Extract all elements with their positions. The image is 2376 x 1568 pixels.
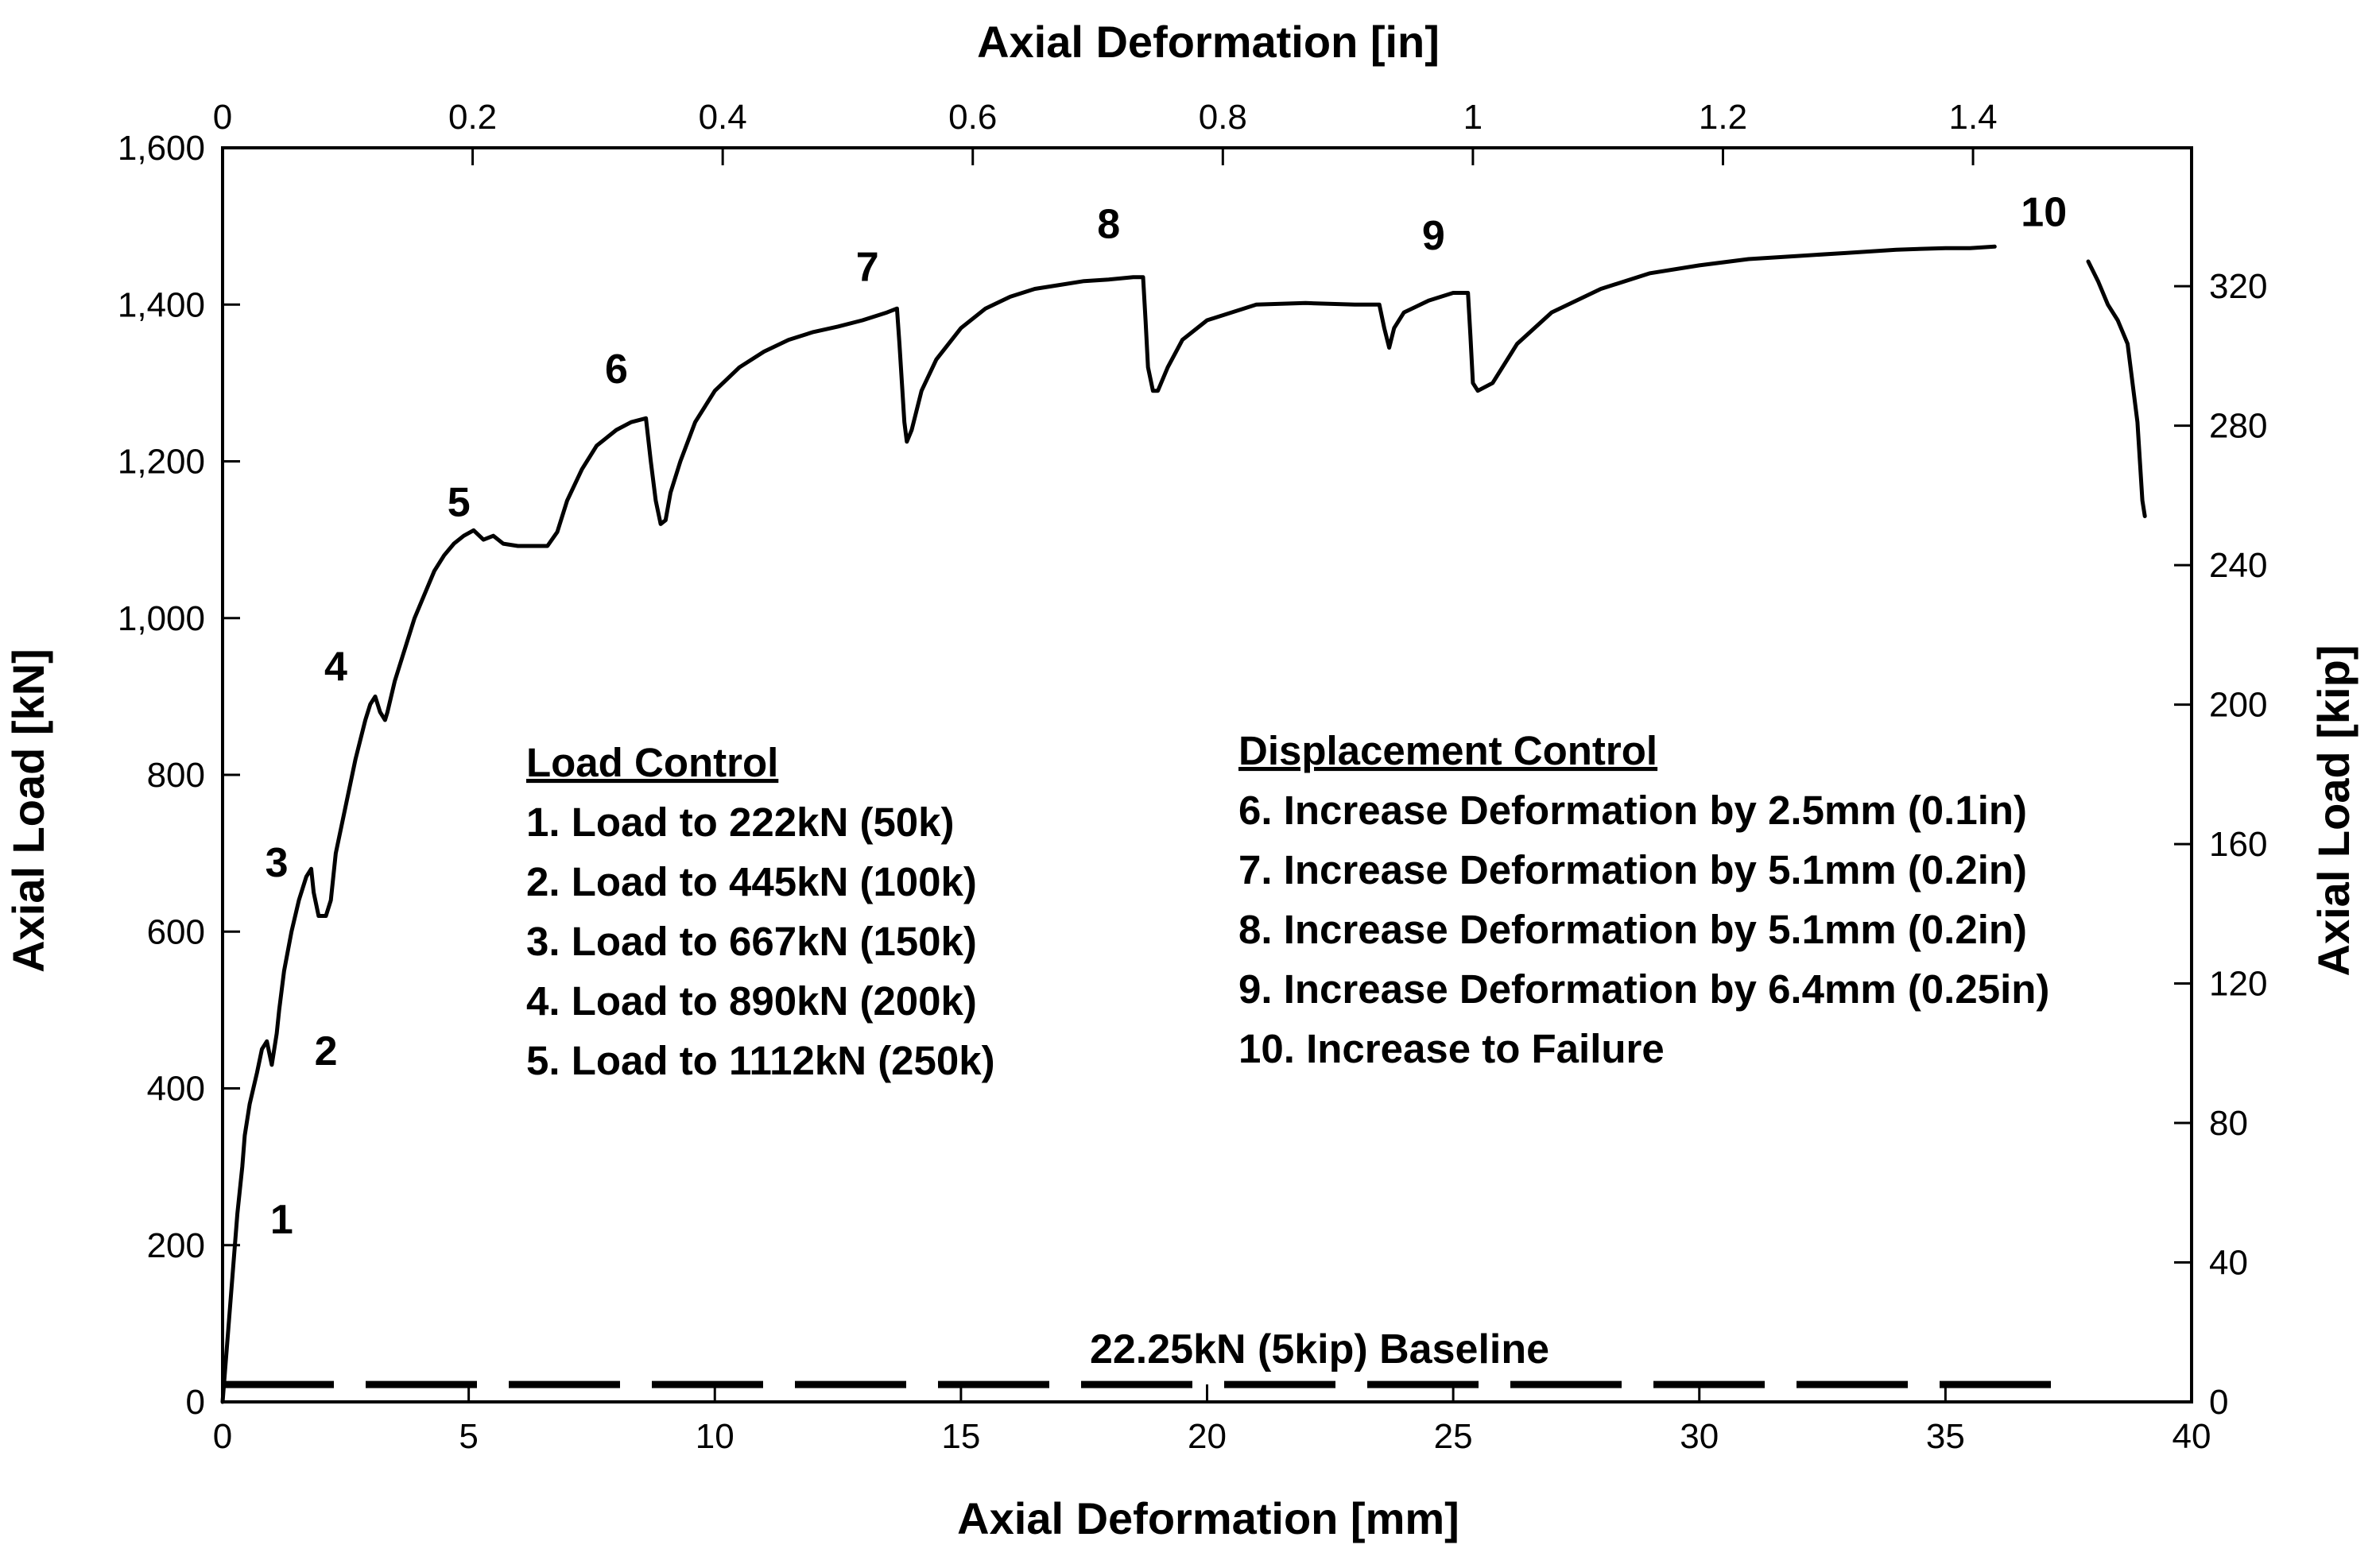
- y2-tick-label: 40: [2209, 1244, 2248, 1283]
- displacement-control-item-10: 10. Increase to Failure: [1238, 1026, 1665, 1071]
- x-tick-label: 15: [941, 1417, 980, 1456]
- x2-tick-label: 0.4: [699, 98, 747, 137]
- x-tick-label: 35: [1926, 1417, 1965, 1456]
- baseline-label: 22.25kN (5kip) Baseline: [1090, 1326, 1549, 1372]
- y2-tick-label: 320: [2209, 267, 2267, 306]
- y-tick-label: 200: [147, 1226, 205, 1265]
- load-control-item-5: 5. Load to 1112kN (250k): [526, 1038, 995, 1083]
- x-tick-label: 25: [1434, 1417, 1473, 1456]
- x-tick-label: 5: [459, 1417, 478, 1456]
- step-label-10: 10: [2021, 190, 2067, 236]
- displacement-control-item-7: 7. Increase Deformation by 5.1mm (0.2in): [1238, 847, 2027, 892]
- plot-border: [221, 146, 2193, 1403]
- x-tick-label: 10: [696, 1417, 735, 1456]
- x2-axis-title: Axial Deformation [in]: [977, 17, 1440, 67]
- step-label-1: 1: [270, 1197, 293, 1243]
- x-tick-label: 30: [1680, 1417, 1719, 1456]
- x2-tick-label: 1.2: [1699, 98, 1747, 137]
- point-labels: 1 2 3 4 5 6 7 8 9 10: [266, 190, 2067, 1243]
- x-tick-label: 40: [2173, 1417, 2211, 1456]
- x-tick-label: 0: [213, 1417, 232, 1456]
- step-label-6: 6: [605, 347, 628, 393]
- step-label-2: 2: [315, 1028, 338, 1074]
- y-tick-label: 1,000: [118, 599, 205, 638]
- axis-ticks: 0 5 10 15 20 25 30 35 400 0.2 0.4 0.6 0.8 1 1.2 1.40200…: [118, 98, 2268, 1456]
- y2-tick-label: 240: [2209, 546, 2267, 585]
- load-control-item-1: 1. Load to 222kN (50k): [526, 799, 955, 845]
- y2-tick-label: 200: [2209, 686, 2267, 725]
- step-label-9: 9: [1422, 213, 1445, 259]
- step-label-5: 5: [448, 480, 471, 526]
- y-tick-label: 1,400: [118, 285, 205, 324]
- y-tick-label: 600: [147, 912, 205, 951]
- displacement-control-item-8: 8. Increase Deformation by 5.1mm (0.2in): [1238, 907, 2027, 952]
- y-tick-label: 1,600: [118, 129, 205, 168]
- load-control-item-2: 2. Load to 445kN (100k): [526, 859, 977, 904]
- y2-tick-label: 280: [2209, 407, 2267, 446]
- x2-tick-label: 0.8: [1199, 98, 1247, 137]
- y-axis-title: Axial Load [kN]: [3, 648, 53, 973]
- x2-tick-label: 0.2: [448, 98, 497, 137]
- displacement-control-item-6: 6. Increase Deformation by 2.5mm (0.1in): [1238, 788, 2027, 833]
- x-tick-label: 20: [1188, 1417, 1227, 1456]
- x2-tick-label: 1.4: [1948, 98, 1997, 137]
- y-tick-label: 0: [186, 1383, 205, 1422]
- failure-curve-line: [2086, 259, 2147, 518]
- y-tick-label: 1,200: [118, 443, 205, 482]
- data-series: [220, 244, 2147, 1404]
- load-control-title: Load Control: [526, 740, 778, 785]
- y2-tick-label: 0: [2209, 1383, 2228, 1422]
- step-label-8: 8: [1097, 201, 1120, 247]
- y-tick-label: 800: [147, 756, 205, 795]
- y-tick-label: 400: [147, 1070, 205, 1109]
- x2-tick-label: 0.6: [948, 98, 997, 137]
- load-curve-line: [220, 244, 1997, 1404]
- step-label-7: 7: [856, 245, 879, 291]
- x2-tick-label: 0: [213, 98, 232, 137]
- y2-axis-title: Axial Load [kip]: [2308, 645, 2359, 977]
- displacement-control-item-9: 9. Increase Deformation by 6.4mm (0.25in…: [1238, 966, 2049, 1012]
- displacement-control-title: Displacement Control: [1238, 728, 1657, 773]
- load-control-item-3: 3. Load to 667kN (150k): [526, 919, 977, 964]
- x2-tick-label: 1: [1463, 98, 1483, 137]
- step-label-3: 3: [266, 840, 289, 886]
- y2-tick-label: 80: [2209, 1104, 2248, 1143]
- step-label-4: 4: [324, 645, 347, 691]
- y2-tick-label: 120: [2209, 965, 2267, 1004]
- x-axis-title: Axial Deformation [mm]: [957, 1493, 1459, 1543]
- plot-frame: [221, 146, 2193, 1403]
- load-control-item-4: 4. Load to 890kN (200k): [526, 978, 977, 1024]
- y2-tick-label: 160: [2209, 825, 2267, 864]
